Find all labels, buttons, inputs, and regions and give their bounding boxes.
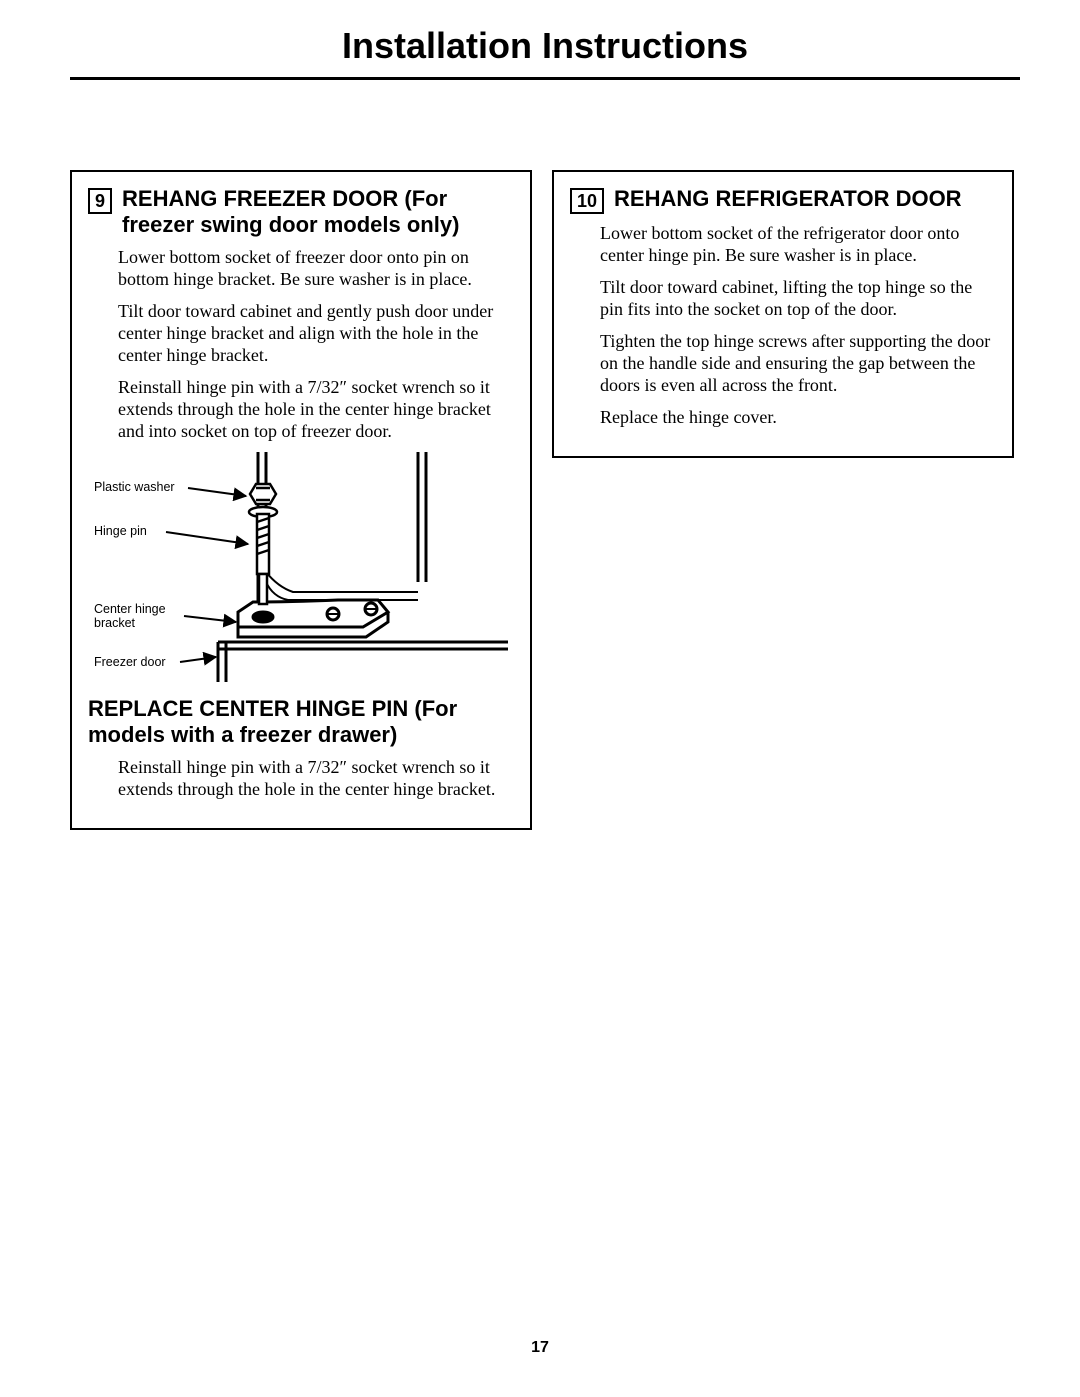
step-9-p2: Tilt door toward cabinet and gently push… [118, 300, 514, 366]
step-9-p1: Lower bottom socket of freezer door onto… [118, 246, 514, 290]
step-10-title: REHANG REFRIGERATOR DOOR [614, 186, 962, 212]
step-10-p3: Tighten the top hinge screws after suppo… [600, 330, 996, 396]
step-10-p4: Replace the hinge cover. [600, 406, 996, 428]
step-9-title: REHANG FREEZER DOOR (For freezer swing d… [122, 186, 514, 238]
hinge-diagram: Plastic washer Hinge pin Center hinge br… [88, 452, 508, 682]
columns: 9 REHANG FREEZER DOOR (For freezer swing… [70, 170, 1020, 830]
callout-freezer-door: Freezer door [94, 655, 166, 669]
step-10-p1: Lower bottom socket of the refrigerator … [600, 222, 996, 266]
title-rule [70, 77, 1020, 80]
callout-plastic-washer: Plastic washer [94, 480, 175, 494]
callout-hinge-pin: Hinge pin [94, 524, 147, 538]
callout-bracket-l2: bracket [94, 616, 135, 630]
page: Installation Instructions 9 REHANG FREEZ… [0, 0, 1080, 1397]
step-9-subtitle: REPLACE CENTER HINGE PIN (For models wit… [88, 696, 514, 748]
callout-bracket-l1: Center hinge [94, 602, 166, 616]
step-9-sub-p1: Reinstall hinge pin with a 7/32″ socket … [118, 756, 514, 800]
step-10-number: 10 [570, 188, 604, 214]
callout-center-hinge-bracket: Center hinge bracket [94, 602, 166, 630]
page-number: 17 [0, 1339, 1080, 1357]
step-9-card: 9 REHANG FREEZER DOOR (For freezer swing… [70, 170, 532, 830]
page-title: Installation Instructions [70, 25, 1020, 77]
step-9-number: 9 [88, 188, 112, 214]
step-10-p2: Tilt door toward cabinet, lifting the to… [600, 276, 996, 320]
step-10-card: 10 REHANG REFRIGERATOR DOOR Lower bottom… [552, 170, 1014, 458]
step-9-head: 9 REHANG FREEZER DOOR (For freezer swing… [88, 186, 514, 238]
step-10-head: 10 REHANG REFRIGERATOR DOOR [570, 186, 996, 214]
step-9-p3: Reinstall hinge pin with a 7/32″ socket … [118, 376, 514, 442]
